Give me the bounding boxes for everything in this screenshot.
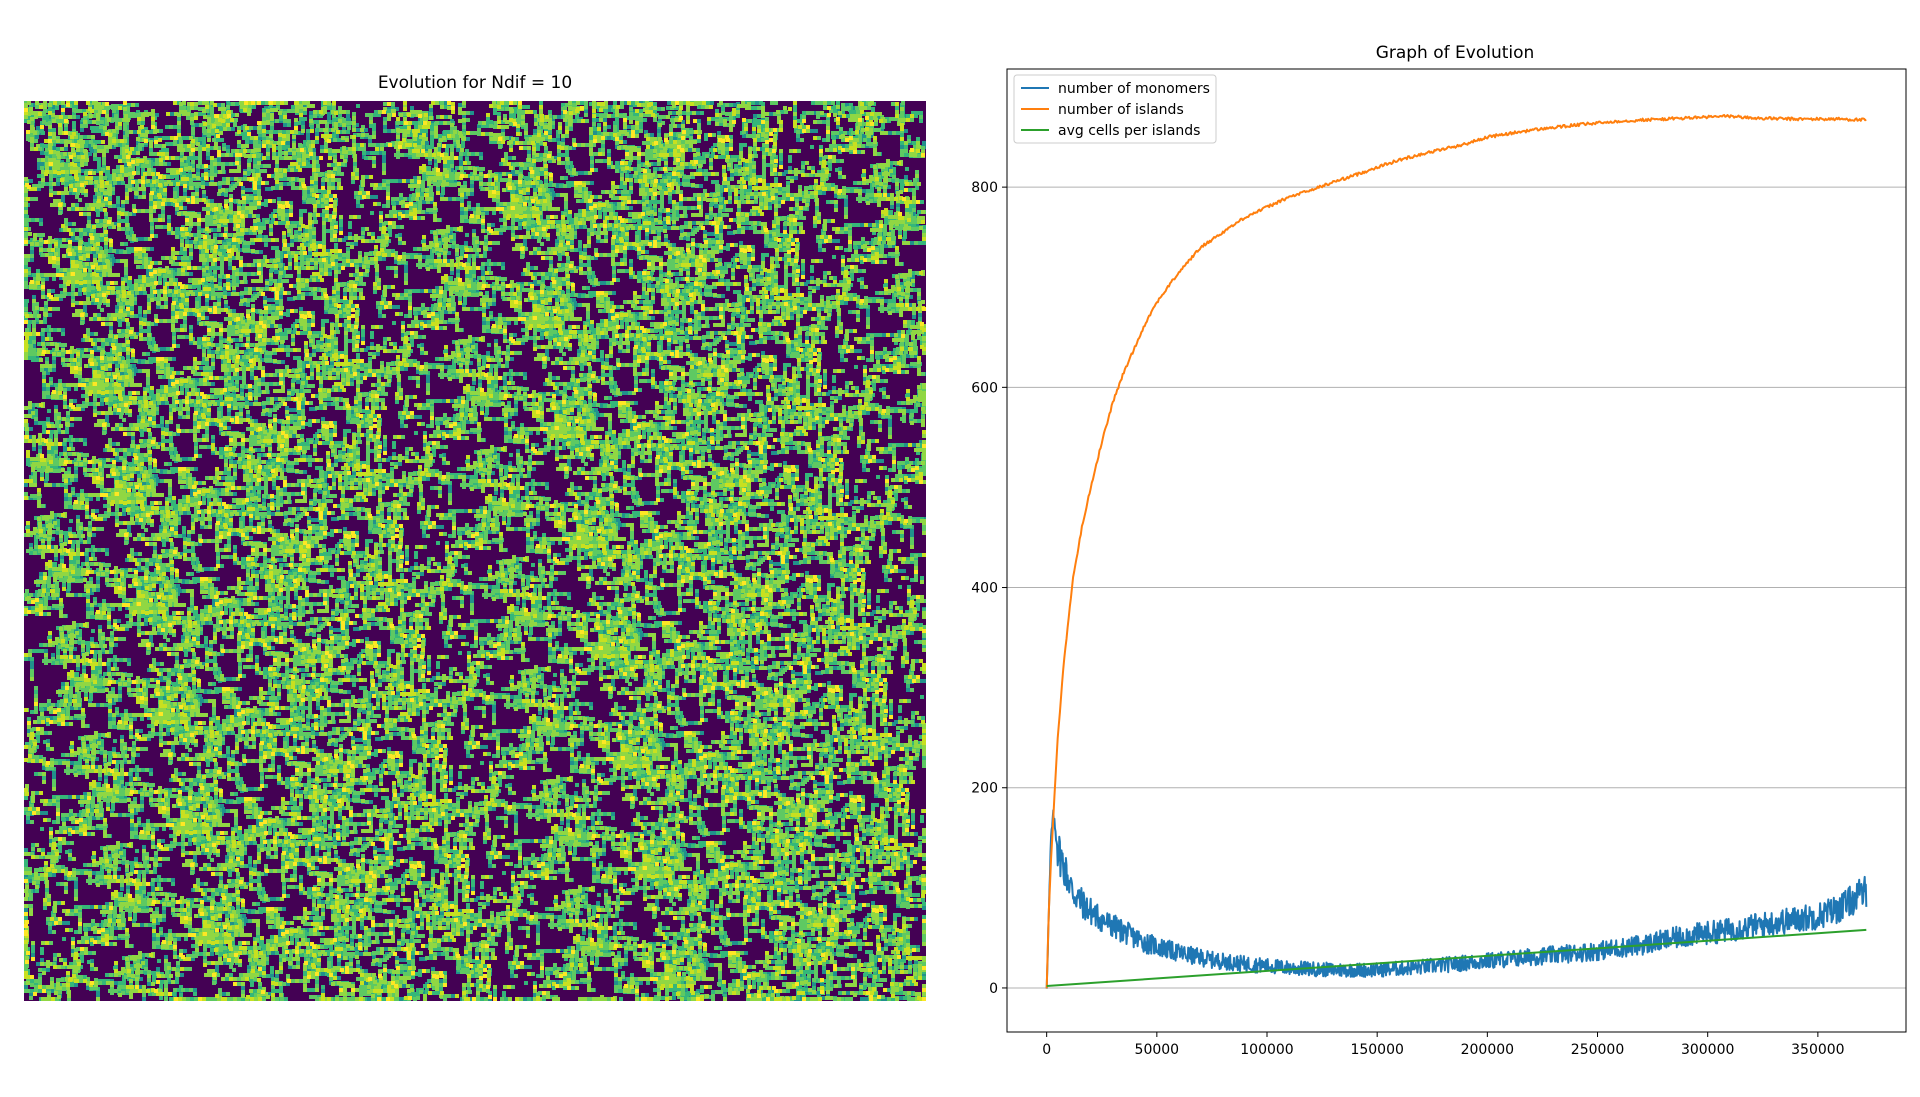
heatmap-title: Evolution for Ndif = 10 [377, 73, 573, 93]
series-line-2 [1045, 114, 1867, 989]
x-tick-label: 300000 [1681, 1042, 1734, 1058]
y-tick-label: 200 [971, 781, 998, 797]
x-axis: 0 50000 100000 150000 200000 250000 300000 3500… [1042, 1032, 1845, 1058]
legend-label: number of monomers [1058, 81, 1210, 97]
y-tick-label: 400 [971, 581, 998, 597]
gridlines [1007, 186, 1906, 989]
x-tick-label: 350000 [1791, 1042, 1844, 1058]
x-tick-label: 50000 [1135, 1042, 1180, 1058]
heatmap-islands [24, 101, 926, 1001]
island-cells-1 [24, 101, 926, 1001]
y-tick-label: 600 [971, 380, 998, 396]
chart-title: Graph of Evolution [1375, 43, 1535, 63]
legend-label: avg cells per islands [1058, 123, 1200, 139]
x-tick-label: 100000 [1240, 1042, 1293, 1058]
x-tick-label: 200000 [1461, 1042, 1514, 1058]
series-line-3 [1046, 928, 1867, 987]
y-tick-label: 0 [989, 981, 998, 997]
island-cells-2 [24, 101, 926, 1001]
series-line-1 [1045, 809, 1868, 989]
x-tick-label: 0 [1042, 1042, 1051, 1058]
series-lines [1045, 114, 1868, 989]
x-tick-label: 250000 [1571, 1042, 1624, 1058]
legend-label: number of islands [1058, 102, 1184, 118]
island-cells-3 [24, 101, 926, 1001]
legend: number of monomers number of islands avg c… [1013, 74, 1217, 144]
y-axis: 0 200 400 600 800 [971, 180, 1007, 997]
plot-frame [1006, 68, 1907, 1033]
legend-box [1013, 74, 1217, 144]
island-heatmap [24, 101, 926, 1001]
y-tick-label: 800 [971, 180, 998, 196]
x-tick-label: 150000 [1350, 1042, 1403, 1058]
